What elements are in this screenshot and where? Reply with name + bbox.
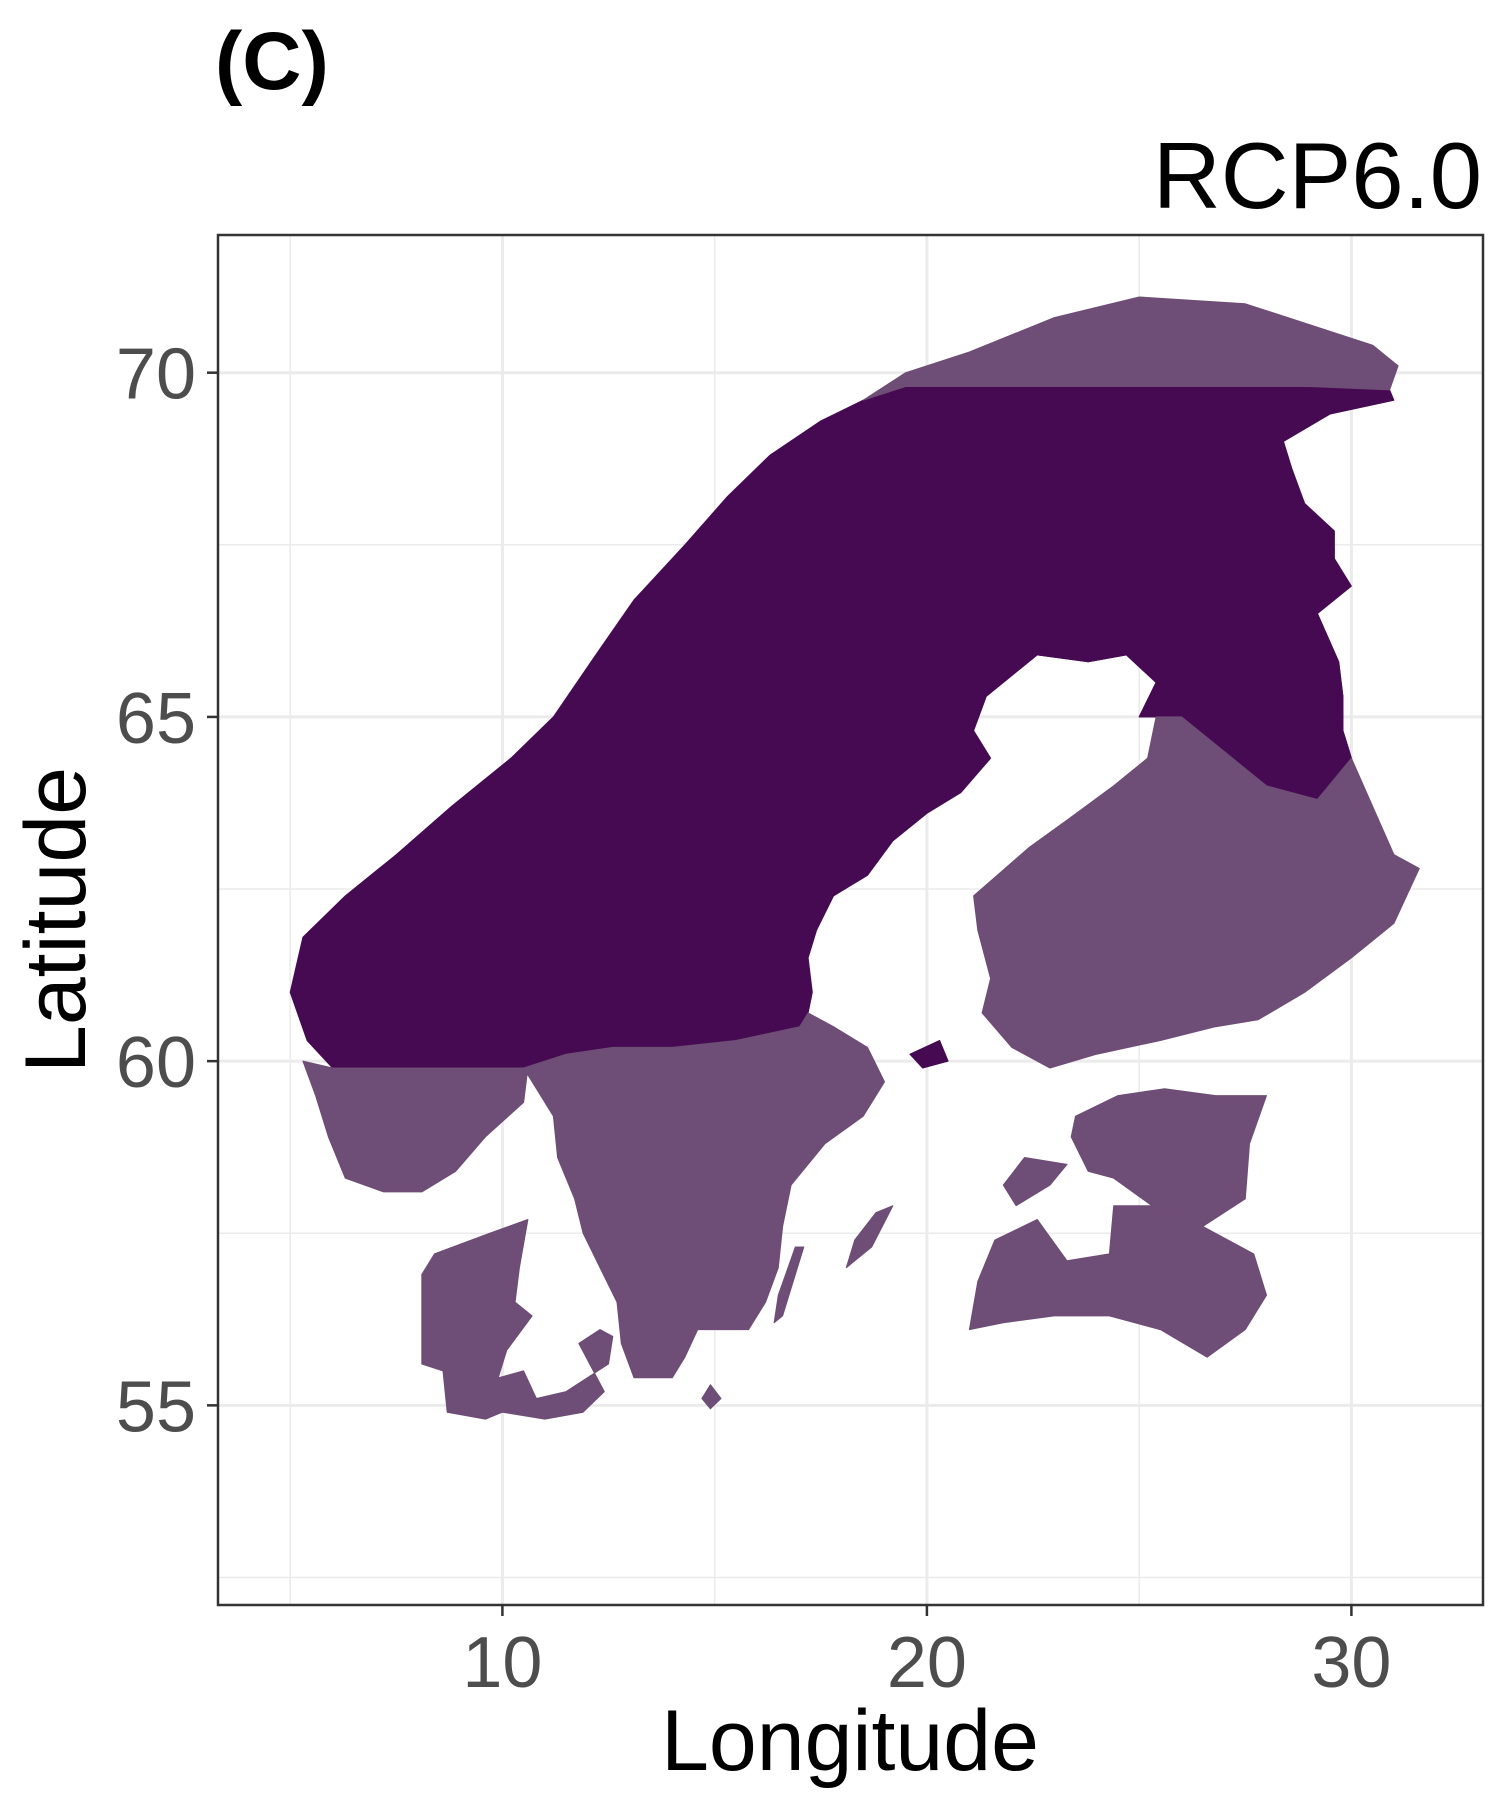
y-axis-ticks: 55 60 65 70	[116, 335, 218, 1447]
region-finland-south	[973, 716, 1420, 1069]
region-sweden-south	[523, 1012, 885, 1379]
panel-border	[216, 233, 1485, 1607]
region-finnmark-coast-strip	[862, 296, 1399, 401]
plot-title: RCP6.0	[1152, 123, 1482, 228]
region-denmark	[421, 1219, 614, 1420]
y-axis-title: Latitude	[8, 767, 104, 1073]
x-axis-title: Longitude	[661, 1693, 1039, 1789]
y-tick-label: 65	[116, 679, 196, 759]
y-tick-label: 70	[116, 335, 196, 415]
y-tick-label: 60	[116, 1023, 196, 1103]
x-tick-label: 30	[1311, 1623, 1391, 1703]
panel-label: (C)	[215, 16, 329, 107]
region-oland	[773, 1246, 805, 1324]
x-tick-label: 20	[887, 1623, 967, 1703]
region-saaremaa	[1002, 1157, 1068, 1207]
x-axis-ticks: 10 20 30	[462, 1605, 1391, 1703]
region-aland	[909, 1040, 949, 1069]
region-estonia	[1070, 1088, 1267, 1227]
region-gotland	[845, 1205, 894, 1269]
map-regions	[289, 296, 1420, 1420]
region-latvia	[968, 1205, 1267, 1358]
x-tick-label: 10	[462, 1623, 542, 1703]
region-norway-south-coast	[302, 1060, 529, 1193]
region-bornholm	[701, 1384, 722, 1410]
y-tick-label: 55	[116, 1367, 196, 1447]
